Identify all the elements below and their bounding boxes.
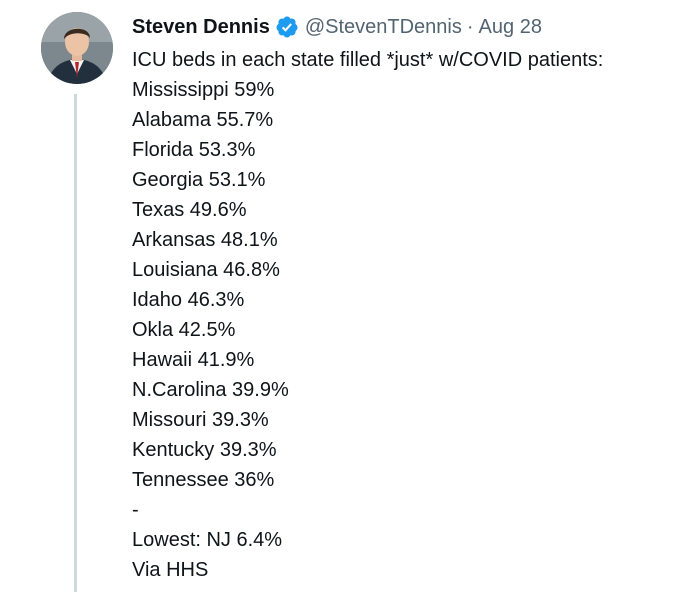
tweet-text-line: Missouri 39.3% [132, 409, 269, 431]
tweet-text-line: Okla 42.5% [132, 319, 236, 341]
tweet-text-line: Florida 53.3% [132, 139, 256, 161]
tweet-text-line: Lowest: NJ 6.4% [132, 529, 283, 551]
tweet-text-line: Georgia 53.1% [132, 169, 266, 191]
author-name[interactable]: Steven Dennis [132, 15, 270, 38]
verified-badge-icon [275, 15, 299, 39]
tweet-text-line: Kentucky 39.3% [132, 439, 277, 461]
tweet-text-line: Via HHS [132, 559, 209, 581]
tweet-text-line: Tennessee 36% [132, 469, 275, 491]
tweet-text-line: Idaho 46.3% [132, 289, 245, 311]
author-handle[interactable]: @StevenTDennis [304, 15, 462, 38]
tweet-text-line: Texas 49.6% [132, 199, 247, 221]
tweet-date[interactable]: Aug 28 [478, 15, 542, 38]
tweet-text-line: ICU beds in each state filled *just* w/C… [132, 49, 604, 71]
tweet-text: ICU beds in each state filled *just* w/C… [132, 45, 677, 585]
tweet-text-line: Mississippi 59% [132, 79, 275, 101]
tweet-text-line: - [132, 499, 139, 521]
header-separator: · [466, 15, 474, 38]
tweet-text-line: Hawaii 41.9% [132, 349, 255, 371]
tweet-text-line: Louisiana 46.8% [132, 259, 280, 281]
thread-line [74, 94, 77, 592]
tweet-text-line: Alabama 55.7% [132, 109, 274, 131]
tweet-text-line: Arkansas 48.1% [132, 229, 278, 251]
avatar[interactable] [41, 12, 113, 84]
tweet-header: Steven Dennis @StevenTDennis · Aug 28 [132, 12, 542, 42]
tweet-text-line: N.Carolina 39.9% [132, 379, 289, 401]
avatar-photo-icon [41, 12, 113, 84]
